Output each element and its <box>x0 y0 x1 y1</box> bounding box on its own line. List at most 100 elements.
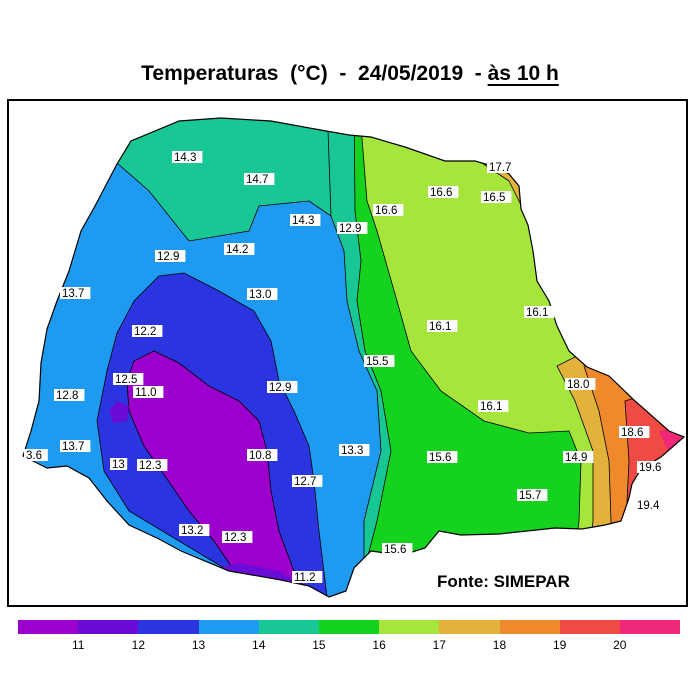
station-label-bg <box>290 214 321 226</box>
legend-tick: 12 <box>131 638 146 652</box>
station-label-bg <box>637 461 668 473</box>
station-label-bg <box>222 531 253 543</box>
station-label-bg <box>113 373 144 385</box>
legend-ticks: 11 12 13 14 15 16 17 18 19 20 <box>18 638 680 658</box>
legend-swatch <box>138 620 199 634</box>
station-value: 3.6 <box>26 450 42 462</box>
station-label-bg <box>565 378 596 390</box>
station-label-bg <box>373 204 404 216</box>
station-value: 13.2 <box>181 525 203 537</box>
station-label-bg <box>60 287 91 299</box>
station-label-bg <box>428 186 459 198</box>
legend-swatch <box>499 620 560 634</box>
station-value: 12.9 <box>157 251 179 263</box>
station-label: 12.9 <box>155 250 186 263</box>
station-label-bg <box>132 325 163 337</box>
station-label: 16.5 <box>481 191 512 204</box>
station-value: 12.2 <box>134 326 156 338</box>
station-label-bg <box>337 222 368 234</box>
station-value: 16.5 <box>483 192 505 204</box>
station-label-bg <box>54 389 85 401</box>
station-label-bg <box>267 381 298 393</box>
legend-tick: 18 <box>492 638 507 652</box>
station-value: 12.3 <box>224 532 246 544</box>
title-text: Temperaturas (°C) - 24/05/2019 - <box>141 62 488 85</box>
station-labels: 14.3 14.7 14.3 14.2 12.9 12.9 16.6 16.6 16.5 17.7… <box>24 151 668 584</box>
station-label: 14.2 <box>224 243 255 256</box>
station-value: 19.4 <box>637 500 660 512</box>
station-label-bg <box>487 161 518 173</box>
station-label-bg <box>24 449 48 461</box>
station-label: 13.7 <box>60 440 91 453</box>
legend-swatch <box>198 620 259 634</box>
station-label: 16.1 <box>427 320 458 333</box>
station-value: 16.1 <box>429 321 451 333</box>
station-value: 12.9 <box>339 223 361 235</box>
station-label-bg <box>60 440 91 452</box>
station-label-bg <box>224 243 255 255</box>
station-label: 16.1 <box>478 400 509 413</box>
station-label-bg <box>427 451 458 463</box>
legend-tick: 19 <box>552 638 567 652</box>
station-label-bg <box>478 400 509 412</box>
temperature-map: 14.3 14.7 14.3 14.2 12.9 12.9 16.6 16.6 16.5 17.7… <box>22 117 686 598</box>
station-label: 16.1 <box>524 306 555 319</box>
station-label: 18.6 <box>619 426 650 439</box>
station-value: 13.0 <box>249 289 271 301</box>
station-label-bg <box>247 288 278 300</box>
station-label: 15.5 <box>364 355 395 368</box>
station-label-bg <box>137 459 168 471</box>
station-value: 14.2 <box>226 244 248 256</box>
station-value: 12.8 <box>56 390 78 402</box>
station-value: 19.6 <box>639 462 661 474</box>
station-label-bg <box>247 449 278 461</box>
source-credit: Fonte: SIMEPAR <box>437 572 570 591</box>
station-value: 16.6 <box>430 187 452 199</box>
station-value: 13.3 <box>341 445 363 457</box>
station-value: 12.7 <box>294 476 316 488</box>
map-frame: 14.3 14.7 14.3 14.2 12.9 12.9 16.6 16.6 16.5 17.7… <box>7 99 688 607</box>
map-title: Temperaturas (°C) - 24/05/2019 - às 10 h <box>0 62 700 86</box>
station-label-bg <box>517 489 548 501</box>
station-label: 14.3 <box>172 151 203 164</box>
station-label: 3.6 <box>24 449 48 462</box>
legend-tick: 15 <box>312 638 326 652</box>
station-label-bg <box>339 444 370 456</box>
station-label-bg <box>155 250 186 262</box>
band-11-12 <box>109 401 129 423</box>
legend-tick: 11 <box>71 638 85 652</box>
title-hour: às 10 h <box>487 62 559 85</box>
band-11-12-south <box>209 563 327 597</box>
station-value: 12.3 <box>139 460 161 472</box>
station-label: 13.0 <box>247 288 278 301</box>
station-label-bg <box>292 475 323 487</box>
station-label: 19.6 <box>637 461 668 474</box>
station-value: 13 <box>112 459 125 471</box>
station-label: 15.6 <box>427 451 458 464</box>
station-label: 12.9 <box>267 381 298 394</box>
station-label: 12.3 <box>137 459 168 472</box>
station-label: 13 <box>110 458 128 471</box>
station-value: 12.5 <box>115 374 137 386</box>
legend-tick: 17 <box>432 638 446 652</box>
legend-swatch <box>619 620 681 634</box>
station-label: 13.3 <box>339 444 370 457</box>
legend-swatch <box>258 620 319 634</box>
legend-swatch <box>559 620 620 634</box>
legend-tick: 16 <box>372 638 386 652</box>
station-value: 16.1 <box>480 401 502 413</box>
station-label: 11.2 <box>292 571 323 584</box>
station-label-bg <box>563 451 594 463</box>
station-label: 10.8 <box>247 449 278 462</box>
station-label-bg <box>133 386 164 398</box>
station-value: 15.6 <box>384 544 406 556</box>
station-value: 11.0 <box>135 387 157 399</box>
color-legend <box>18 620 681 634</box>
legend-swatch <box>78 620 139 634</box>
station-label-bg <box>292 571 323 583</box>
legend-tick: 13 <box>191 638 206 652</box>
station-label-bg <box>110 458 128 470</box>
station-value: 12.9 <box>269 382 291 394</box>
station-label: 12.8 <box>54 389 85 402</box>
station-label-bg <box>364 355 395 367</box>
